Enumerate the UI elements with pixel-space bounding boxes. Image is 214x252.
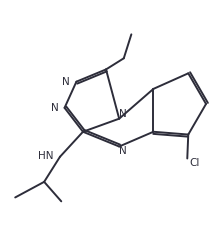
Text: N: N xyxy=(119,146,127,156)
Text: N: N xyxy=(51,102,58,112)
Text: N: N xyxy=(62,76,70,86)
Text: Cl: Cl xyxy=(189,157,200,167)
Text: HN: HN xyxy=(38,150,54,160)
Text: N: N xyxy=(119,109,127,119)
